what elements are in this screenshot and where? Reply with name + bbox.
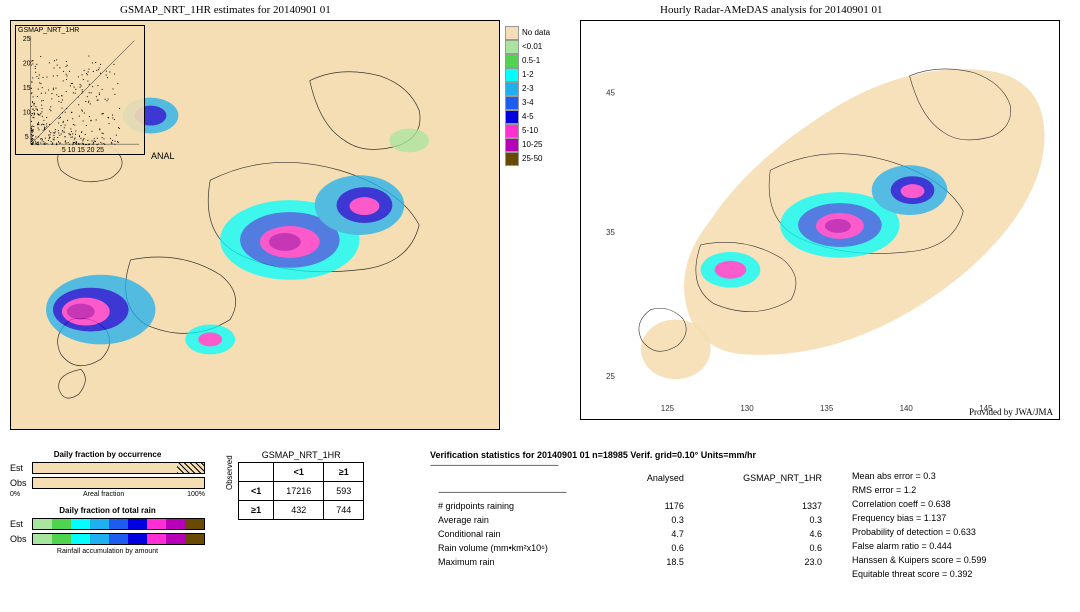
occ-est-label: Est bbox=[10, 463, 28, 473]
metrics-area: Mean abs error = 0.3 RMS error = 1.2 Corre… bbox=[850, 468, 1065, 582]
right-map-svg: 453525 125130135 140145 bbox=[581, 21, 1059, 419]
left-map-panel: GSMAP_NRT_1HR 5 10 15 20 25 25 20 15 10 … bbox=[10, 20, 500, 430]
ctable-col1: <1 bbox=[274, 463, 324, 482]
rain-bar-seg bbox=[147, 534, 166, 544]
verif-header-est: GSMAP_NRT_1HR bbox=[692, 472, 828, 484]
ctable-00: 17216 bbox=[274, 482, 324, 501]
legend-item: No data bbox=[505, 25, 575, 39]
rain-est-label: Est bbox=[10, 519, 28, 529]
legend-item: 25-50 bbox=[505, 151, 575, 165]
legend-item: 5-10 bbox=[505, 123, 575, 137]
verif-row: # gridpoints raining11761337 bbox=[432, 500, 828, 512]
svg-text:5 10 15 20 25: 5 10 15 20 25 bbox=[62, 147, 104, 154]
svg-text:135: 135 bbox=[820, 404, 834, 413]
svg-text:130: 130 bbox=[740, 404, 754, 413]
axis-mid: Areal fraction bbox=[83, 491, 124, 498]
ctable-10: 432 bbox=[274, 501, 324, 520]
contingency-table: <1 ≥1 <1 17216 593 ≥1 432 744 bbox=[238, 462, 364, 520]
accum-label: Rainfall accumulation by amount bbox=[10, 548, 205, 555]
verif-row: Rain volume (mm•km²x10⁶)0.60.6 bbox=[432, 542, 828, 554]
rain-bar-seg bbox=[185, 534, 204, 544]
rain-bar-seg bbox=[33, 519, 52, 529]
rain-bar-seg bbox=[185, 519, 204, 529]
right-map-title: Hourly Radar-AMeDAS analysis for 2014090… bbox=[660, 4, 883, 16]
right-map-panel: 453525 125130135 140145 Provided by JWA/… bbox=[580, 20, 1060, 420]
occ-obs-label: Obs bbox=[10, 478, 28, 488]
svg-text:25: 25 bbox=[23, 36, 31, 43]
legend-item: <0.01 bbox=[505, 39, 575, 53]
fraction-bars: Daily fraction by occurrence Est Obs 0% … bbox=[10, 450, 205, 555]
rain-bar-seg bbox=[90, 534, 109, 544]
verif-table: Analysed GSMAP_NRT_1HR -----------------… bbox=[430, 470, 830, 570]
ctable-side-label: Observed bbox=[225, 450, 234, 520]
inset-svg: 5 10 15 20 25 25 20 15 10 5 bbox=[16, 26, 144, 154]
legend-item: 0.5-1 bbox=[505, 53, 575, 67]
rain-obs-label: Obs bbox=[10, 534, 28, 544]
rain-bar-seg bbox=[52, 519, 71, 529]
metric-row: Hanssen & Kuipers score = 0.599 bbox=[852, 554, 986, 566]
legend-item: 1-2 bbox=[505, 67, 575, 81]
ctable-11: 744 bbox=[324, 501, 364, 520]
legend-item: 3-4 bbox=[505, 95, 575, 109]
legend-item: 2-3 bbox=[505, 81, 575, 95]
ctable-title: GSMAP_NRT_1HR bbox=[238, 450, 364, 460]
obs-occ-bar bbox=[32, 477, 205, 489]
axis-high: 100% bbox=[187, 491, 205, 498]
verif-dashes-1: ----------------------------------------… bbox=[430, 460, 830, 470]
axis-low: 0% bbox=[10, 491, 20, 498]
rain-bar-seg bbox=[147, 519, 166, 529]
rain-bar-seg bbox=[166, 519, 185, 529]
color-legend: No data<0.010.5-11-22-33-44-55-1010-2525… bbox=[505, 25, 575, 165]
rain-bar-seg bbox=[90, 519, 109, 529]
svg-text:20: 20 bbox=[23, 60, 31, 67]
rain-bar-seg bbox=[109, 519, 128, 529]
svg-text:25: 25 bbox=[606, 372, 615, 381]
inset-anal-label: ANAL bbox=[151, 151, 175, 161]
ctable-col2: ≥1 bbox=[324, 463, 364, 482]
ctable-row1: <1 bbox=[239, 482, 274, 501]
ctable-01: 593 bbox=[324, 482, 364, 501]
rain-bar-seg bbox=[128, 519, 147, 529]
metric-row: False alarm ratio = 0.444 bbox=[852, 540, 986, 552]
legend-item: 10-25 bbox=[505, 137, 575, 151]
rain-bar-seg bbox=[71, 534, 90, 544]
svg-text:10: 10 bbox=[23, 110, 31, 117]
left-map-title: GSMAP_NRT_1HR estimates for 20140901 01 bbox=[120, 4, 331, 16]
rain-bar-seg bbox=[128, 534, 147, 544]
svg-text:125: 125 bbox=[661, 404, 675, 413]
rain-bar-seg bbox=[166, 534, 185, 544]
ctable-row2: ≥1 bbox=[239, 501, 274, 520]
legend-item: 4-5 bbox=[505, 109, 575, 123]
rain-bar-seg bbox=[52, 534, 71, 544]
verif-header-analysed: Analysed bbox=[617, 472, 690, 484]
metric-row: Correlation coeff = 0.638 bbox=[852, 498, 986, 510]
verif-row: Maximum rain18.523.0 bbox=[432, 556, 828, 568]
obs-rain-bar bbox=[32, 533, 205, 545]
verif-area: Verification statistics for 20140901 01 … bbox=[430, 450, 830, 570]
svg-text:35: 35 bbox=[606, 228, 615, 237]
rain-bar-seg bbox=[71, 519, 90, 529]
metric-row: Probability of detection = 0.633 bbox=[852, 526, 986, 538]
metrics-table: Mean abs error = 0.3 RMS error = 1.2 Corre… bbox=[850, 468, 988, 582]
rain-bar-seg bbox=[109, 534, 128, 544]
verif-title: Verification statistics for 20140901 01 … bbox=[430, 450, 830, 460]
est-occ-bar bbox=[32, 462, 205, 474]
metric-row: RMS error = 1.2 bbox=[852, 484, 986, 496]
contingency-area: Observed GSMAP_NRT_1HR <1 ≥1 <1 17216 59… bbox=[225, 450, 364, 520]
right-map-credit: Provided by JWA/JMA bbox=[969, 407, 1053, 417]
occ-title: Daily fraction by occurrence bbox=[10, 450, 205, 459]
inset-scatter: GSMAP_NRT_1HR 5 10 15 20 25 25 20 15 10 … bbox=[15, 25, 145, 155]
rain-bar-seg bbox=[33, 534, 52, 544]
svg-text:5: 5 bbox=[25, 134, 29, 141]
verif-row: Average rain0.30.3 bbox=[432, 514, 828, 526]
verif-row: Conditional rain4.74.6 bbox=[432, 528, 828, 540]
metric-row: Mean abs error = 0.3 bbox=[852, 470, 986, 482]
rain-title: Daily fraction of total rain bbox=[10, 506, 205, 515]
metric-row: Frequency bias = 1.137 bbox=[852, 512, 986, 524]
svg-text:15: 15 bbox=[23, 85, 31, 92]
svg-text:140: 140 bbox=[900, 404, 914, 413]
svg-text:45: 45 bbox=[606, 89, 615, 98]
metric-row: Equitable threat score = 0.392 bbox=[852, 568, 986, 580]
est-rain-bar bbox=[32, 518, 205, 530]
